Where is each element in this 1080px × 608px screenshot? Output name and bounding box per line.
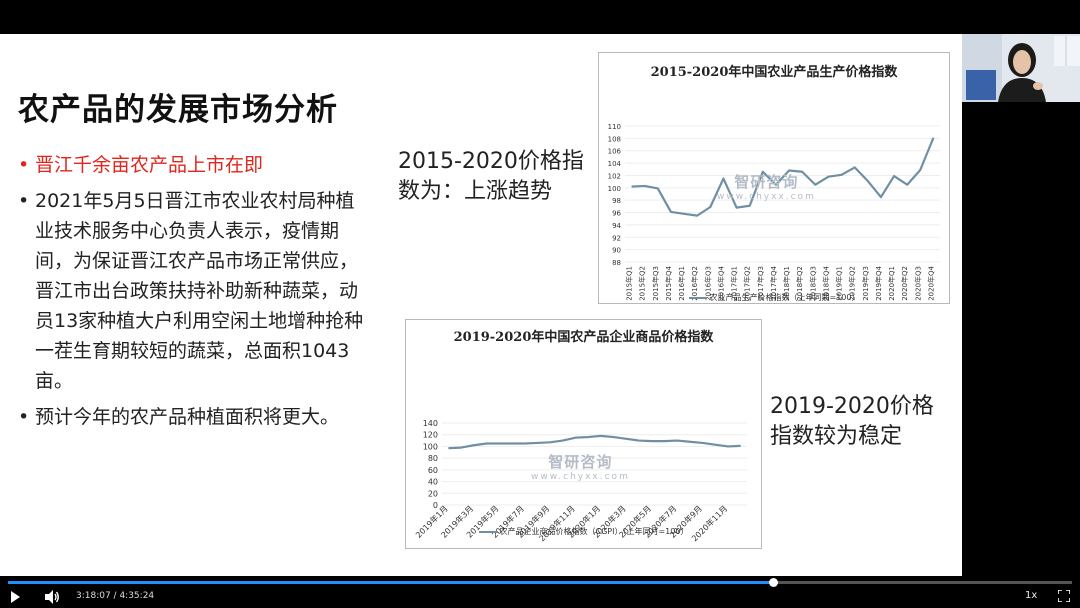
bullet-item: • 2021年5月5日晋江市农业农村局种植业技术服务中心负责人表示，疫情期间，为保…: [18, 186, 368, 396]
y-tick-label: 90: [612, 247, 621, 255]
bullet-dot: •: [18, 154, 30, 176]
x-tick-label: 2018年Q2: [795, 266, 804, 301]
x-tick-label: 2015年Q4: [664, 265, 673, 300]
x-tick-label: 2017年Q4: [769, 265, 778, 300]
x-tick-label: 2020年Q4: [926, 265, 935, 300]
chart-agri-enterprise-price-index: 2019-2020年中国农产品企业商品价格指数 0 20 40 60 80 100 120 1…: [405, 319, 762, 549]
x-tick-label: 2020年Q1: [887, 266, 896, 301]
watermark-cn: 智研咨询: [734, 173, 799, 191]
watermark: 智研咨询 www.chyxx.com: [531, 451, 630, 482]
watermark-en: www.chyxx.com: [717, 192, 816, 202]
watermark-cn: 智研咨询: [548, 453, 613, 471]
y-tick-label: 88: [612, 259, 621, 267]
x-tick-label: 2019年Q1: [835, 266, 844, 301]
progress-fill: [8, 581, 774, 584]
y-tick-label: 20: [428, 489, 438, 498]
legend-label: 农业产品生产价格指数（上年同期=100）: [709, 293, 860, 302]
x-tick-label: 2016年Q3: [703, 266, 712, 301]
time-display: 3:18:07 / 4:35:24: [76, 591, 155, 601]
bullet-dot: •: [18, 190, 30, 212]
bullet-text: 2021年5月5日晋江市农业农村局种植业技术服务中心负责人表示，疫情期间，为保证…: [35, 190, 364, 392]
watermark: 智研咨询 www.chyxx.com: [717, 171, 816, 202]
chart-title: 2019-2020年中国农产品企业商品价格指数: [453, 330, 714, 345]
y-tick-label: 96: [612, 210, 621, 218]
y-tick-label: 0: [433, 501, 438, 510]
chart-legend: 农产品企业商品价格指数（CGPI）（上年同月=100）: [406, 526, 761, 537]
note-price-stable-2019-2020: 2019-2020价格指数较为稳定: [770, 394, 934, 449]
y-tick-label: 120: [423, 431, 438, 440]
x-tick-label: 2017年Q2: [743, 266, 752, 301]
webcam-view: [962, 34, 1080, 102]
video-player-controls: 3:18:07 / 4:35:24 1x: [0, 576, 1080, 608]
bullet-list: • 晋江千余亩农产品上市在即 • 2021年5月5日晋江市农业农村局种植业技术服务中心…: [18, 150, 368, 438]
y-tick-label: 100: [608, 185, 621, 193]
top-black-bar: [0, 0, 1080, 34]
y-tick-label: 100: [423, 442, 438, 451]
watermark-en: www.chyxx.com: [531, 472, 630, 482]
y-tick-label: 92: [612, 234, 621, 242]
x-tick-label: 2019年Q2: [848, 266, 857, 301]
fullscreen-icon[interactable]: [1058, 590, 1070, 602]
chart-legend: 农业产品生产价格指数（上年同期=100）: [599, 292, 949, 303]
presenter-video: [962, 34, 1080, 102]
slide-title: 农产品的发展市场分析: [18, 92, 338, 128]
x-tick-label: 2018年Q3: [808, 266, 817, 301]
x-tick-label: 2017年Q3: [756, 266, 765, 301]
y-tick-label: 80: [428, 454, 438, 463]
bullet-item: • 预计今年的农产品种植面积将更大。: [18, 402, 368, 432]
right-black-panel: [962, 102, 1080, 576]
x-tick-label: 2019年Q4: [874, 265, 883, 300]
x-tick-label: 2017年Q1: [730, 266, 739, 301]
y-tick-label: 40: [428, 478, 438, 487]
progress-handle[interactable]: [769, 578, 779, 587]
x-tick-label: 2020年Q3: [913, 266, 922, 301]
note-price-trend-2015-2020: 2015-2020价格指数为：上涨趋势: [398, 149, 584, 204]
chart-plot: 88 90 92 94 96 98 100 102 104 106 108 110 2015年Q1 201…: [608, 123, 940, 301]
bullet-text: 预计今年的农产品种植面积将更大。: [35, 406, 340, 428]
y-tick-label: 60: [428, 466, 438, 475]
x-tick-label: 2015年Q3: [651, 266, 660, 301]
x-tick-label: 2018年Q4: [821, 265, 830, 300]
y-tick-label: 108: [608, 135, 621, 143]
chart-plot: 0204060801001201402019年1月2019年3月2019年5月2…: [413, 419, 747, 543]
x-tick-label: 2016年Q4: [716, 265, 725, 300]
y-tick-label: 110: [608, 123, 621, 131]
series-line: [631, 137, 935, 217]
bullet-item: • 晋江千余亩农产品上市在即: [18, 150, 368, 180]
y-tick-label: 98: [612, 197, 621, 205]
chart-title: 2015-2020年中国农业产品生产价格指数: [650, 65, 898, 80]
legend-swatch: [478, 530, 497, 533]
bullet-text: 晋江千余亩农产品上市在即: [35, 154, 264, 176]
x-tick-label: 2015年Q1: [625, 266, 634, 301]
progress-bar[interactable]: [8, 578, 1072, 587]
legend-label: 农产品企业商品价格指数（CGPI）（上年同月=100）: [499, 527, 689, 536]
bullet-dot: •: [18, 406, 30, 428]
play-icon[interactable]: [11, 591, 20, 603]
y-tick-label: 140: [423, 419, 438, 428]
y-tick-label: 94: [612, 222, 621, 230]
y-tick-label: 102: [608, 172, 621, 180]
x-tick-label: 2015年Q2: [638, 266, 647, 301]
volume-icon[interactable]: [44, 590, 60, 604]
chart-agri-production-price-index: 2015-2020年中国农业产品生产价格指数 88 90 92 94 96 98 100 10…: [598, 52, 950, 304]
x-tick-label: 2019年Q3: [861, 266, 870, 301]
series-line: [448, 434, 741, 450]
playback-speed-button[interactable]: 1x: [1025, 590, 1038, 601]
x-tick-label: 2016年Q1: [677, 266, 686, 301]
legend-swatch: [688, 296, 707, 299]
x-tick-label: 2016年Q2: [690, 266, 699, 301]
x-tick-label: 2020年Q2: [900, 266, 909, 301]
x-tick-label: 2018年Q1: [782, 266, 791, 301]
y-tick-label: 106: [608, 148, 622, 156]
y-tick-label: 104: [608, 160, 622, 168]
presentation-slide: 农产品的发展市场分析 • 晋江千余亩农产品上市在即 • 2021年5月5日晋江市农业农…: [0, 34, 962, 576]
